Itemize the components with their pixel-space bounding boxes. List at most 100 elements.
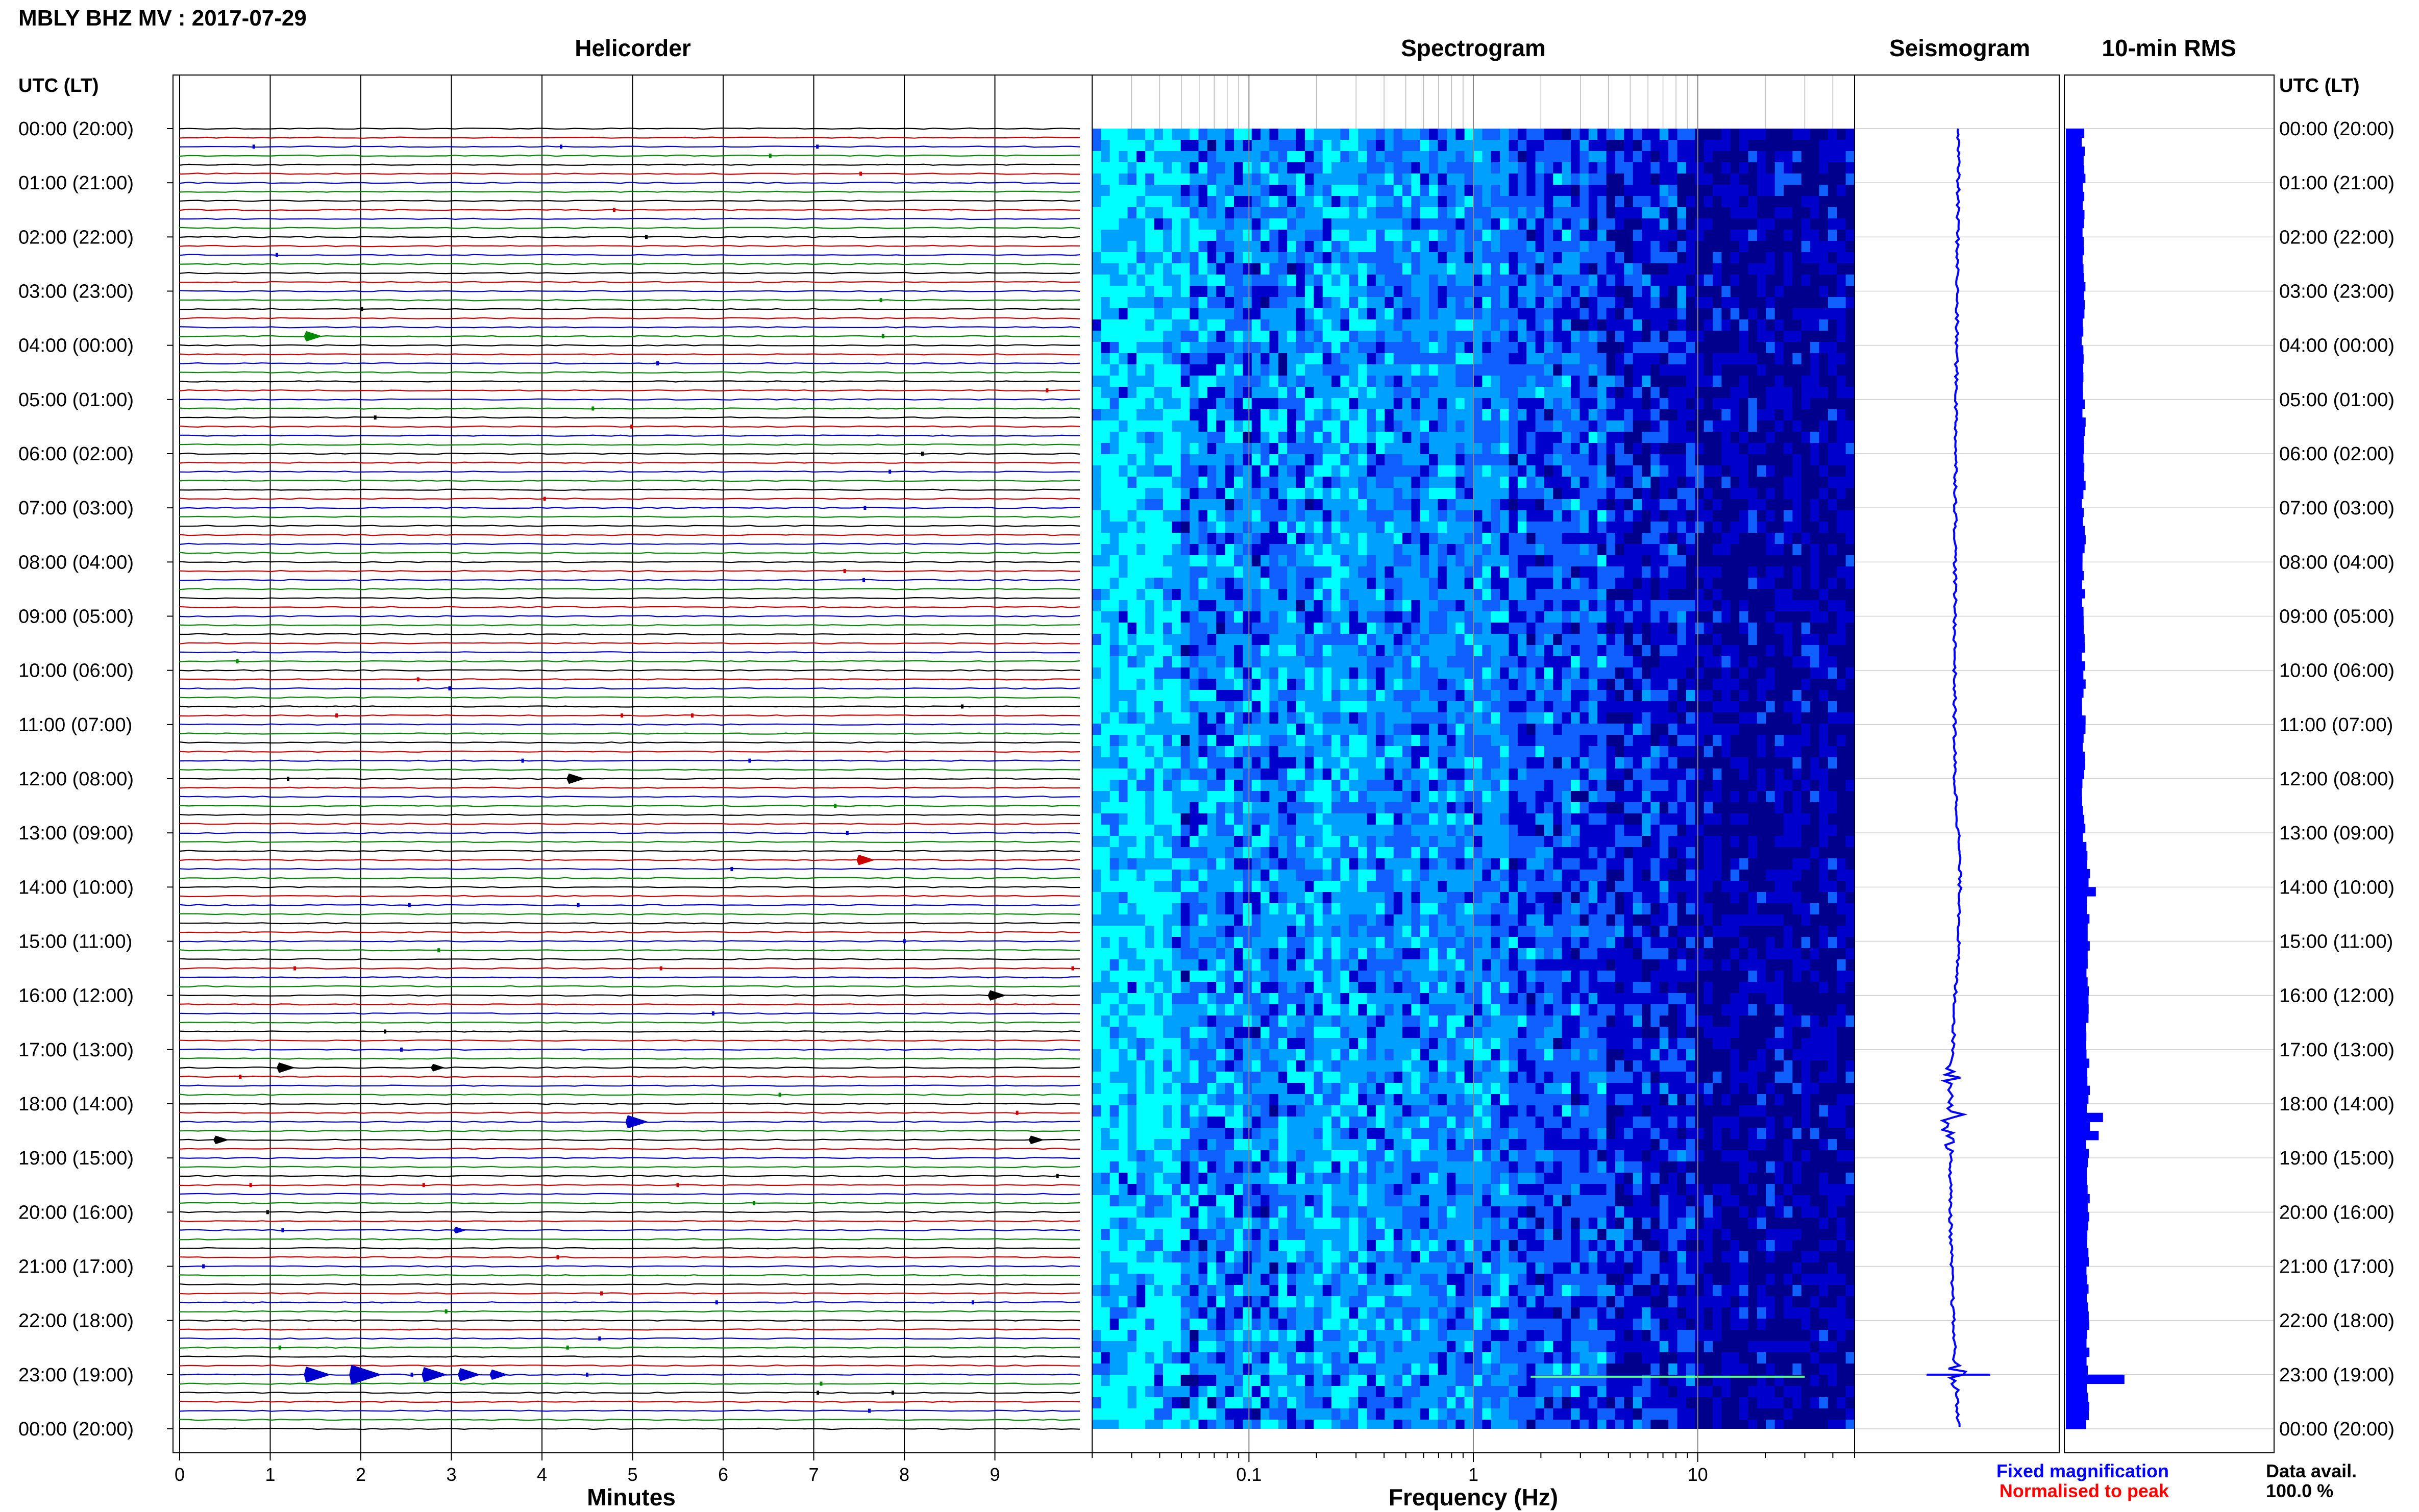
spectrogram-cell	[1446, 241, 1456, 253]
spectrogram-cell	[1367, 847, 1376, 859]
spectrogram-cell	[1340, 690, 1350, 702]
spectrogram-cell	[1304, 533, 1314, 544]
spectrogram-cell	[1154, 1364, 1164, 1375]
spectrogram-cell	[1109, 1184, 1119, 1196]
spectrogram-cell	[1420, 1319, 1429, 1330]
spectrogram-cell	[1429, 465, 1439, 477]
spectrogram-cell	[1234, 353, 1243, 365]
spectrogram-cell	[1429, 1229, 1439, 1241]
spectrogram-cell	[1261, 218, 1270, 230]
helicorder-trace	[179, 561, 1080, 563]
spectrogram-cell	[1393, 1083, 1403, 1095]
spectrogram-cell	[1393, 1060, 1403, 1072]
spectrogram-cell	[1304, 1330, 1314, 1342]
spectrogram-cell	[1136, 173, 1146, 185]
helicorder-trace	[179, 1382, 1080, 1385]
spectrogram-cell	[1429, 903, 1439, 915]
spectrogram-cell	[1216, 488, 1226, 500]
spectrogram-cell	[1234, 1330, 1243, 1342]
spectrogram-cell	[1190, 432, 1199, 443]
spectrogram-cell	[1251, 1083, 1261, 1095]
spectrogram-cell	[1251, 1218, 1261, 1229]
spectrogram-cell	[1385, 173, 1394, 185]
spectrogram-cell	[1429, 129, 1439, 140]
spectrogram-cell	[1234, 151, 1243, 163]
spectrogram-cell	[1446, 319, 1456, 331]
spectrogram-cell	[1216, 1352, 1226, 1364]
spectrogram-cell	[1314, 847, 1323, 859]
spectrogram-cell	[1225, 1117, 1235, 1128]
spectrogram-cell	[1411, 791, 1421, 803]
spectrogram-cell	[1420, 1229, 1429, 1241]
spectrogram-cell	[1172, 1262, 1181, 1274]
spectrogram-cell	[1198, 566, 1208, 578]
spectrogram-cell	[1331, 1060, 1341, 1072]
spectrogram-cell	[1287, 656, 1297, 668]
spectrogram-cell	[1172, 353, 1181, 365]
spectrogram-cell	[1225, 1128, 1235, 1139]
spectrogram-cell	[1446, 353, 1456, 365]
spectrogram-cell	[1367, 510, 1376, 522]
spectrogram-cell	[1092, 679, 1101, 690]
spectrogram-cell	[1127, 533, 1137, 544]
spectrogram-cell	[1314, 1307, 1323, 1319]
spectrogram-cell	[1190, 1218, 1199, 1229]
spectrogram-cell	[1269, 858, 1279, 870]
spectrogram-cell	[1136, 982, 1146, 994]
spectrogram-cell	[1251, 522, 1261, 533]
spectrogram-cell	[1154, 623, 1164, 634]
spectrogram-cell	[1393, 791, 1403, 803]
spectrogram-cell	[1190, 387, 1199, 399]
spectrogram-cell	[1287, 387, 1297, 399]
spectrogram-cell	[1402, 1105, 1412, 1117]
spectrogram-cell	[1331, 522, 1341, 533]
spectrogram-cell	[1119, 533, 1128, 544]
spectrogram-cell	[1287, 151, 1297, 163]
helicorder-trace	[179, 470, 1080, 473]
spectrogram-cell	[1109, 376, 1119, 387]
spectrogram-cell	[1438, 364, 1447, 376]
spectrogram-cell	[1375, 914, 1385, 926]
spectrogram-cell	[1304, 555, 1314, 567]
spectrogram-cell	[1225, 1330, 1235, 1342]
spectrogram-cell	[1331, 1139, 1341, 1151]
spectrogram-cell	[1251, 1128, 1261, 1139]
spectrogram-cell	[1446, 140, 1456, 152]
spectrogram-cell	[1234, 892, 1243, 904]
spectrogram-cell	[1287, 1229, 1297, 1241]
spectrogram-cell	[1438, 555, 1447, 567]
spectrogram-cell	[1119, 1274, 1128, 1285]
spectrogram-cell	[1119, 701, 1128, 713]
spectrogram-cell	[1261, 1251, 1270, 1263]
spectrogram-cell	[1304, 1072, 1314, 1083]
spectrogram-cell	[1190, 780, 1199, 791]
spectrogram-cell	[1154, 140, 1164, 152]
spectrogram-cell	[1154, 1229, 1164, 1241]
spectrogram-cell	[1101, 1408, 1110, 1420]
spectrogram-cell	[1429, 589, 1439, 601]
spectrogram-cell	[1269, 1240, 1279, 1252]
spectrogram-cell	[1340, 477, 1350, 488]
spectrogram-cell	[1349, 488, 1359, 500]
spectrogram-cell	[1304, 1173, 1314, 1184]
spectrogram-cell	[1092, 1173, 1101, 1184]
spectrogram-cell	[1190, 319, 1199, 331]
spectrogram-cell	[1393, 342, 1403, 354]
spectrogram-cell	[1101, 173, 1110, 185]
spectrogram-cell	[1446, 207, 1456, 219]
spectrogram-cell	[1349, 656, 1359, 668]
spectrogram-cell	[1367, 611, 1376, 623]
spectrogram-cell	[1109, 420, 1119, 432]
spectrogram-cell	[1154, 241, 1164, 253]
spectrogram-cell	[1109, 1105, 1119, 1117]
spectrogram-cell	[1136, 1173, 1146, 1184]
spectrogram-cell	[1429, 825, 1439, 836]
spectrogram-cell	[1385, 948, 1394, 960]
spectrogram-cell	[1136, 196, 1146, 208]
spectrogram-cell	[1429, 241, 1439, 253]
spectrogram-cell	[1180, 477, 1190, 488]
spectrogram-cell	[1287, 1184, 1297, 1196]
spectrogram-cell	[1198, 623, 1208, 634]
spectrogram-cell	[1198, 1105, 1208, 1117]
spectrogram-cell	[1243, 533, 1252, 544]
